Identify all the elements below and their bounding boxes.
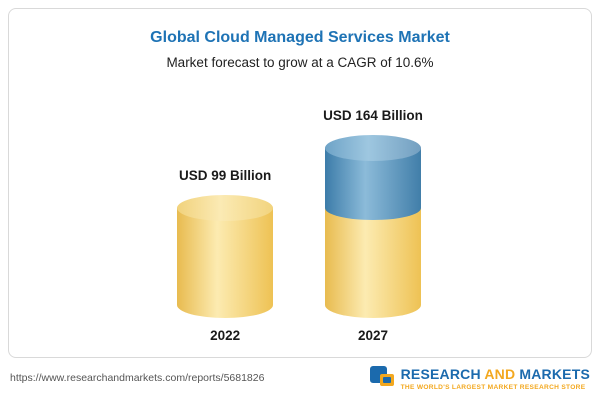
cylinder-2022-body bbox=[177, 208, 274, 318]
bar-group-2022: USD 99 Billion 2022 bbox=[177, 168, 274, 343]
cylinder-2027 bbox=[325, 135, 421, 318]
research-and-markets-logo[interactable]: RESEARCH AND MARKETS THE WORLD'S LARGEST… bbox=[369, 365, 590, 392]
logo-text: RESEARCH AND MARKETS THE WORLD'S LARGEST… bbox=[401, 366, 590, 391]
report-url[interactable]: https://www.researchandmarkets.com/repor… bbox=[10, 372, 265, 384]
cylinder-2027-base-segment bbox=[325, 208, 421, 318]
chart-subtitle: Market forecast to grow at a CAGR of 10.… bbox=[166, 55, 434, 70]
cylinder-2027-top-cap bbox=[325, 135, 421, 161]
value-label-2022: USD 99 Billion bbox=[178, 168, 272, 183]
chart-card: Global Cloud Managed Services Market Mar… bbox=[8, 8, 592, 358]
logo-wordmark: RESEARCH AND MARKETS bbox=[401, 366, 590, 382]
plot-area: USD 99 Billion 2022 USD 164 Billion 2027 bbox=[9, 84, 591, 357]
footer: https://www.researchandmarkets.com/repor… bbox=[0, 358, 600, 398]
logo-tagline: THE WORLD'S LARGEST MARKET RESEARCH STOR… bbox=[400, 383, 586, 391]
year-label-2022: 2022 bbox=[210, 328, 241, 343]
chart-title: Global Cloud Managed Services Market bbox=[150, 29, 450, 46]
value-label-2027: USD 164 Billion bbox=[323, 108, 423, 123]
logo-word-and: AND bbox=[484, 365, 516, 382]
cylinder-2022-top-cap bbox=[177, 195, 274, 221]
year-label-2027: 2027 bbox=[357, 328, 389, 343]
logo-mark-icon bbox=[369, 365, 395, 392]
bar-group-2027: USD 164 Billion 2027 bbox=[323, 108, 423, 343]
cylinder-2022 bbox=[177, 195, 274, 318]
logo-word-markets: MARKETS bbox=[519, 365, 590, 382]
logo-word-research: RESEARCH bbox=[400, 365, 481, 382]
